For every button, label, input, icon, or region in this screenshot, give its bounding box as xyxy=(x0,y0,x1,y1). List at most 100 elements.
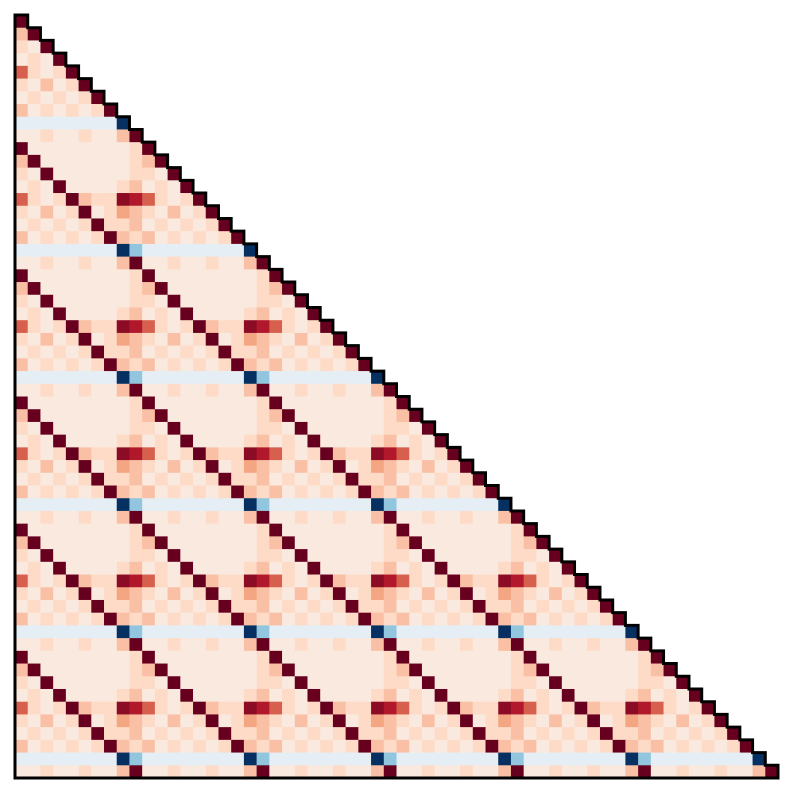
cell xyxy=(53,243,67,258)
cell xyxy=(116,269,130,283)
cell xyxy=(612,638,626,652)
cell xyxy=(193,701,207,715)
cell xyxy=(65,638,79,652)
cell xyxy=(358,434,372,448)
cell xyxy=(142,663,156,677)
cell xyxy=(40,243,54,258)
cell xyxy=(142,180,156,194)
cell xyxy=(345,561,359,575)
cell xyxy=(510,739,525,753)
cell xyxy=(320,549,334,563)
cell xyxy=(599,650,614,664)
cell xyxy=(231,752,245,766)
cell xyxy=(129,282,143,296)
cell xyxy=(205,676,219,690)
cell xyxy=(129,612,143,626)
cell xyxy=(91,625,105,639)
cell xyxy=(294,345,308,359)
cell xyxy=(142,561,156,575)
cell xyxy=(676,752,690,766)
cell xyxy=(536,561,550,575)
cell xyxy=(243,320,258,334)
cell xyxy=(663,765,677,779)
cell xyxy=(129,409,143,423)
cell xyxy=(472,574,486,588)
cell xyxy=(371,612,385,626)
cell xyxy=(116,599,130,614)
cell xyxy=(193,421,207,436)
cell xyxy=(498,612,512,626)
cell xyxy=(243,358,258,372)
cell xyxy=(307,447,321,461)
cell xyxy=(396,714,410,728)
cell xyxy=(345,765,359,779)
cell xyxy=(485,599,499,614)
cell xyxy=(15,650,29,664)
cell xyxy=(243,765,258,779)
cell xyxy=(294,701,308,715)
cell xyxy=(320,650,334,664)
cell xyxy=(27,231,41,245)
cell xyxy=(383,396,397,410)
cell xyxy=(358,358,372,372)
cell xyxy=(167,434,181,448)
cell xyxy=(27,587,41,601)
cell xyxy=(78,218,92,232)
cell xyxy=(510,714,525,728)
cell xyxy=(193,282,207,296)
cell xyxy=(320,625,334,639)
cell xyxy=(421,574,436,588)
cell xyxy=(65,320,79,334)
cell xyxy=(40,688,54,703)
cell xyxy=(78,154,92,168)
cell xyxy=(243,650,258,664)
cell xyxy=(15,294,29,308)
cell xyxy=(396,688,410,703)
cell xyxy=(434,460,448,474)
cell xyxy=(91,243,105,258)
cell xyxy=(434,510,448,525)
cell xyxy=(205,523,219,537)
cell xyxy=(231,688,245,703)
cell xyxy=(27,701,41,715)
cell xyxy=(193,269,207,283)
cell xyxy=(180,650,194,664)
cell xyxy=(129,599,143,614)
cell xyxy=(193,472,207,486)
cell xyxy=(40,269,54,283)
cell xyxy=(53,180,67,194)
cell xyxy=(320,663,334,677)
cell xyxy=(688,727,703,741)
cell xyxy=(154,536,168,550)
cell xyxy=(256,371,270,385)
cell xyxy=(358,510,372,525)
cell xyxy=(561,727,575,741)
cell xyxy=(358,498,372,512)
cell xyxy=(282,676,296,690)
cell xyxy=(116,714,130,728)
cell xyxy=(78,587,92,601)
cell xyxy=(142,320,156,334)
cell xyxy=(383,727,397,741)
cell xyxy=(91,409,105,423)
cell xyxy=(485,688,499,703)
cell xyxy=(129,460,143,474)
cell xyxy=(231,727,245,741)
cell xyxy=(78,638,92,652)
cell xyxy=(383,447,397,461)
cell xyxy=(116,650,130,664)
cell xyxy=(498,599,512,614)
cell xyxy=(116,612,130,626)
cell xyxy=(625,714,639,728)
cell xyxy=(53,727,67,741)
cell xyxy=(193,383,207,397)
cell xyxy=(523,549,537,563)
cell xyxy=(460,714,474,728)
cell xyxy=(27,154,41,168)
cell xyxy=(231,396,245,410)
cell xyxy=(65,727,79,741)
cell xyxy=(421,676,436,690)
cell xyxy=(307,536,321,550)
cell xyxy=(154,332,168,347)
cell xyxy=(167,599,181,614)
